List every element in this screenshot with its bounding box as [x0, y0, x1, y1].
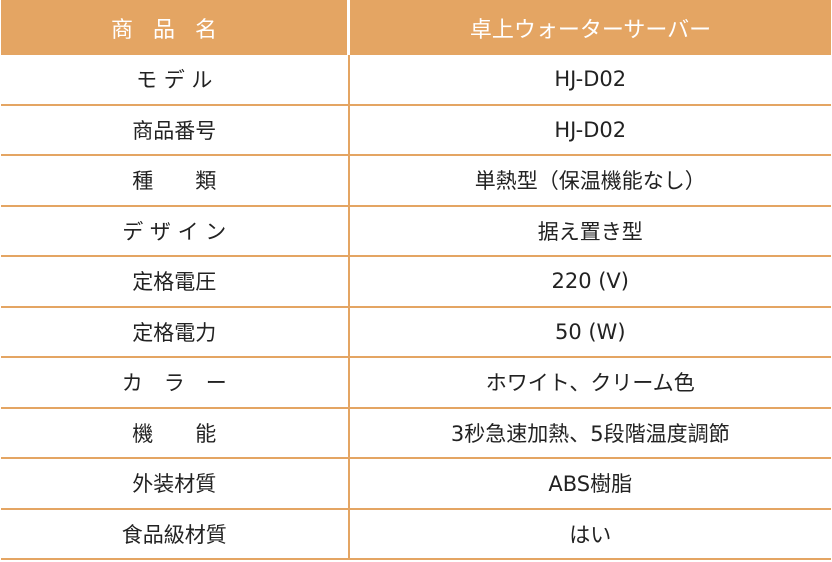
- table-row: 機 能 3秒急速加熱、5段階温度調節: [1, 407, 831, 459]
- table-row: 食品級材質 はい: [1, 508, 831, 560]
- row-label: 定格電力: [1, 306, 350, 358]
- row-label: 定格電圧: [1, 256, 350, 308]
- table-row: 定格電力 50 (W): [1, 306, 831, 358]
- row-value: 50 (W): [348, 306, 831, 358]
- table-row: 定格電圧 220 (V): [1, 256, 831, 308]
- row-label: 商品番号: [1, 104, 350, 156]
- row-value: ABS樹脂: [348, 458, 831, 510]
- table-row: 商品番号 HJ-D02: [1, 104, 831, 156]
- row-value: HJ-D02: [348, 104, 831, 156]
- row-value: 単熱型（保温機能なし）: [348, 155, 831, 207]
- row-label: 外装材質: [1, 458, 350, 510]
- table-row: カ ラ ーホワイト、クリーム色: [1, 357, 831, 409]
- table-row: 外装材質 ABS樹脂: [1, 458, 831, 510]
- row-value: はい: [348, 508, 831, 560]
- row-label: カ ラ ー: [1, 357, 350, 409]
- row-label: デ ザ イ ン: [1, 205, 350, 257]
- table-row: モ デ ル HJ-D02: [1, 55, 831, 106]
- row-value: ホワイト、クリーム色: [348, 357, 831, 409]
- row-value: HJ-D02: [348, 55, 831, 106]
- header-label: 商品名: [1, 0, 350, 55]
- table-row: 種 類単熱型（保温機能なし）: [1, 155, 831, 207]
- row-value: 据え置き型: [348, 205, 831, 257]
- row-label: 食品級材質: [1, 508, 350, 560]
- row-label: モ デ ル: [1, 55, 350, 106]
- row-label: 機 能: [1, 407, 350, 459]
- header-value: 卓上ウォーターサーバー: [348, 0, 831, 55]
- header-row: 商品名 卓上ウォーターサーバー: [1, 0, 831, 55]
- table-row: デ ザ イ ン据え置き型: [1, 205, 831, 257]
- row-label: 種 類: [1, 155, 350, 207]
- row-value: 3秒急速加熱、5段階温度調節: [348, 407, 831, 459]
- row-value: 220 (V): [348, 256, 831, 308]
